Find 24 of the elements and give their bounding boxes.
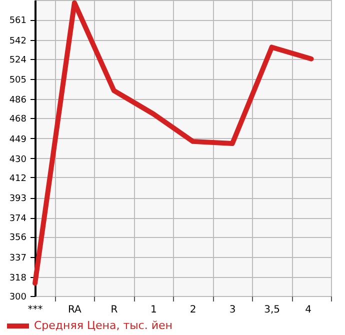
y-tick-label: 542 (9, 36, 26, 46)
y-tick-label: 430 (9, 154, 27, 165)
y-tick-label: 374 (9, 214, 27, 224)
x-tick-label: 3,5 (264, 304, 280, 316)
x-tick-label: 2 (190, 304, 196, 316)
x-tick-label: 1 (150, 304, 157, 316)
x-tick-label: 3 (229, 304, 236, 316)
y-tick-label: 486 (9, 96, 27, 106)
y-tick-label: 412 (9, 174, 26, 184)
y-tick-label: 318 (9, 273, 27, 284)
y-tick-label: 300 (9, 292, 27, 302)
x-tick-label: R (110, 304, 118, 316)
x-tick-label: *** (28, 304, 43, 316)
legend-label: Средняя Цена, тыс. йен (34, 319, 172, 332)
x-tick-label: 4 (305, 304, 312, 316)
y-tick-label: 337 (9, 253, 26, 264)
y-tick-label: 561 (9, 16, 26, 26)
y-tick-label: 524 (9, 55, 27, 66)
y-tick-label: 356 (9, 233, 27, 244)
y-tick-label: 449 (9, 134, 27, 145)
y-tick-label: 505 (9, 75, 26, 86)
y-tick-label: 468 (9, 114, 27, 125)
y-tick-label: 393 (9, 194, 26, 204)
x-tick-label: RA (68, 304, 82, 316)
